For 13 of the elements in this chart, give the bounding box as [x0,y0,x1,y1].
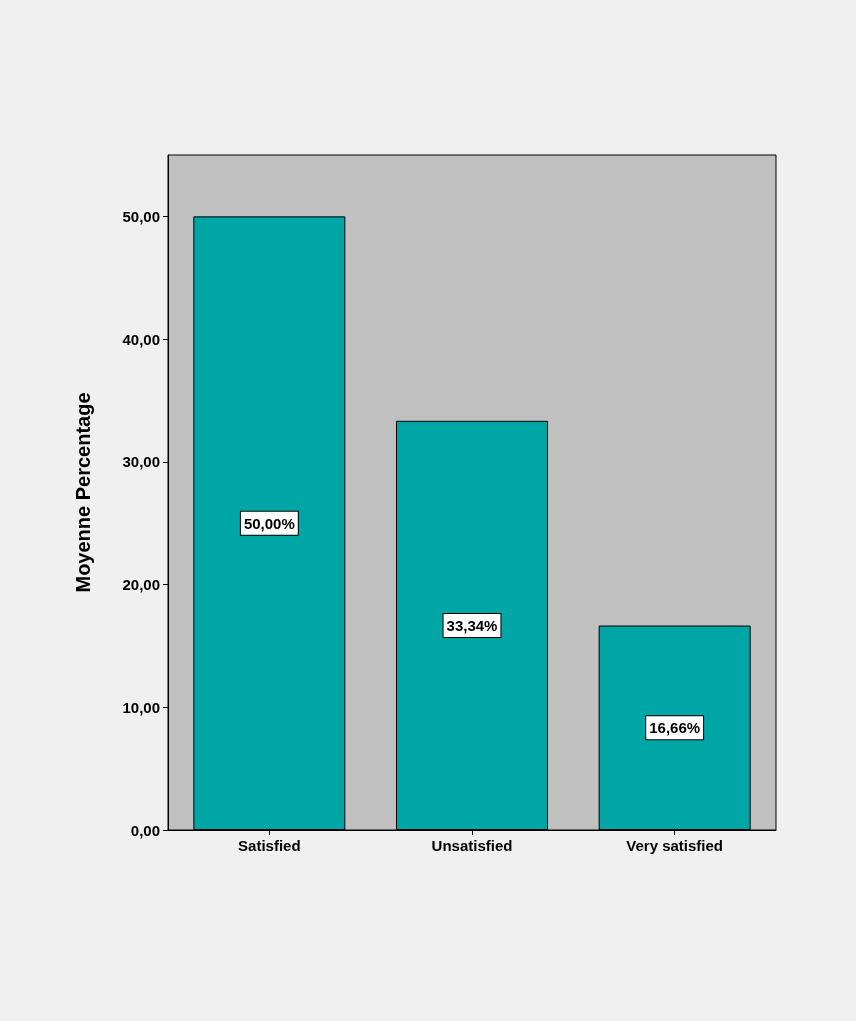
y-tick-label: 30,00 [122,453,160,471]
x-tick-label: Very satisfied [626,837,724,854]
data-label: 50,00% [243,514,295,532]
x-tick-label: Unsatisfied [431,837,513,854]
x-tick-label: Satisfied [238,837,301,854]
data-label: 33,34% [446,616,498,634]
y-tick-label: 50,00 [122,207,160,225]
y-tick-label: 0,00 [130,821,160,839]
y-axis-title: Moyenne Percentage [72,392,94,593]
data-label: 16,66% [649,719,701,737]
y-tick-label: 20,00 [122,576,160,594]
y-tick-label: 40,00 [122,330,160,348]
y-tick-label: 10,00 [122,698,160,716]
